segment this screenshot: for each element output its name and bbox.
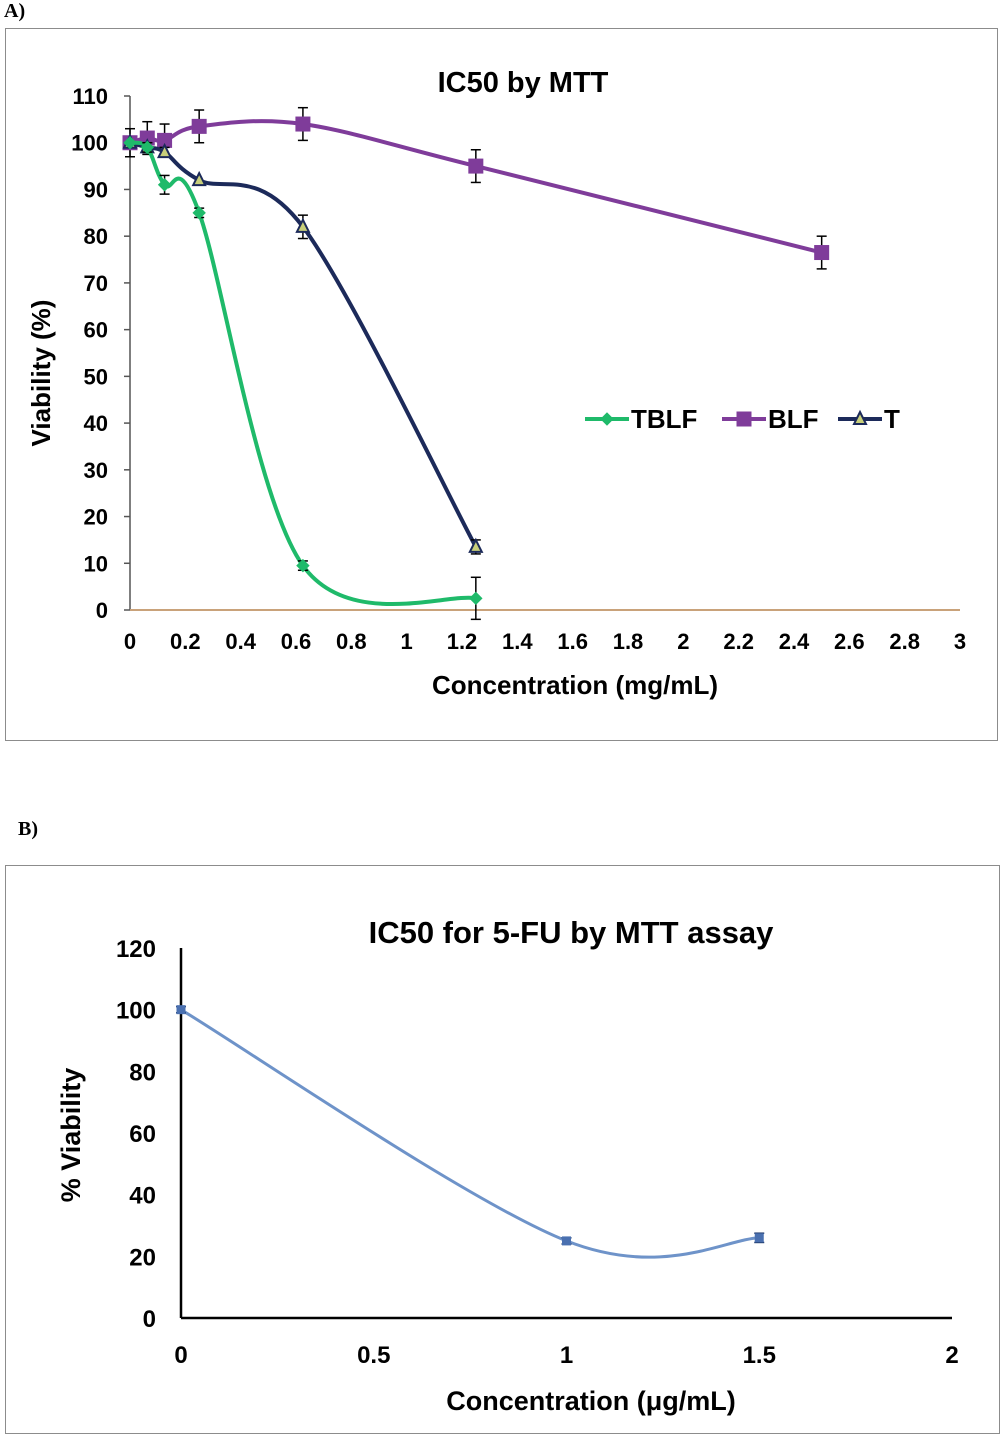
chart-a-y-tick-label: 100 bbox=[71, 131, 108, 156]
chart-a-point-tblf bbox=[123, 136, 137, 150]
chart-a-point-blf bbox=[814, 245, 830, 261]
chart-a-point-blf bbox=[191, 118, 207, 134]
chart-a-point-tblf bbox=[192, 206, 206, 220]
chart-a-point-t bbox=[468, 537, 484, 553]
chart-b-x-tick-label: 0 bbox=[174, 1342, 187, 1369]
chart-b-y-axis-label: % Viability bbox=[56, 1068, 86, 1203]
chart-a-x-tick-label: 1.6 bbox=[557, 629, 588, 654]
chart-b-x-tick-label: 1.5 bbox=[743, 1342, 776, 1369]
chart-a-x-tick-label: 0 bbox=[124, 629, 136, 654]
chart-a-legend-marker-t bbox=[852, 409, 868, 425]
chart-a-x-tick-label: 3 bbox=[954, 629, 966, 654]
chart-b-x-tick-label: 2 bbox=[945, 1342, 958, 1369]
chart-a-point-tblf bbox=[296, 558, 310, 573]
chart-b-title: IC50 for 5-FU by MTT assay bbox=[369, 915, 775, 950]
chart-a-series-line-t bbox=[129, 140, 478, 548]
chart-a-x-tick-label: 0.2 bbox=[170, 629, 201, 654]
chart-a-y-tick-label: 90 bbox=[84, 177, 108, 202]
chart-a-x-axis-label: Concentration (mg/mL) bbox=[432, 670, 718, 700]
chart-a-y-tick-label: 110 bbox=[73, 84, 109, 109]
chart-b-y-tick-label: 40 bbox=[129, 1183, 156, 1210]
chart-a-x-tick-label: 2.8 bbox=[889, 629, 920, 654]
chart-a-point-blf bbox=[295, 116, 311, 132]
chart-a-x-tick-label: 2 bbox=[677, 629, 689, 654]
chart-a-x-tick-label: 1.2 bbox=[447, 629, 478, 654]
chart-a-point-blf bbox=[468, 158, 484, 174]
chart-b-x-tick-label: 1 bbox=[560, 1342, 573, 1369]
chart-b-x-tick-label: 0.5 bbox=[357, 1342, 390, 1369]
chart-b-y-tick-label: 100 bbox=[116, 998, 156, 1025]
chart-b-series-line bbox=[180, 1008, 760, 1259]
chart-a-y-tick-label: 10 bbox=[84, 551, 108, 576]
chart-a-title: IC50 by MTT bbox=[438, 67, 609, 99]
chart-b-y-tick-label: 0 bbox=[143, 1306, 156, 1333]
chart-a-x-tick-label: 1.4 bbox=[502, 629, 533, 654]
chart-a-x-tick-label: 1 bbox=[401, 629, 413, 654]
chart-a-y-tick-label: 30 bbox=[84, 458, 108, 483]
chart-a-point-tblf bbox=[157, 178, 172, 192]
chart-a-point-t bbox=[156, 142, 173, 159]
chart-a-y-tick-label: 40 bbox=[84, 411, 108, 436]
chart-a-x-tick-label: 2.6 bbox=[834, 629, 865, 654]
chart-a-x-tick-label: 2.4 bbox=[779, 629, 810, 654]
chart-a-x-tick-label: 0.4 bbox=[225, 629, 256, 654]
chart-a-x-tick-label: 0.6 bbox=[281, 629, 312, 654]
chart-a-y-tick-label: 60 bbox=[84, 318, 108, 343]
chart-a-series-line-tblf bbox=[129, 140, 477, 607]
chart-a-series-line-blf bbox=[129, 119, 823, 255]
chart-b-y-tick-label: 20 bbox=[129, 1244, 156, 1271]
chart-a-point-tblf bbox=[469, 591, 483, 606]
chart-b-point bbox=[754, 1233, 764, 1243]
chart-a-point-tblf bbox=[140, 140, 154, 155]
panel-a-label: A) bbox=[4, 0, 26, 22]
chart-b-point bbox=[562, 1236, 571, 1246]
chart-a-legend-marker-tblf bbox=[600, 412, 614, 426]
chart-a-y-tick-label: 80 bbox=[84, 224, 108, 249]
chart-b-point bbox=[176, 1005, 186, 1015]
chart-b-y-tick-label: 80 bbox=[129, 1059, 156, 1086]
chart-a-x-tick-label: 0.8 bbox=[336, 629, 367, 654]
chart-b-y-tick-label: 120 bbox=[116, 936, 156, 963]
chart-a-x-tick-label: 1.8 bbox=[613, 629, 644, 654]
chart-a-legend-label-blf: BLF bbox=[768, 404, 819, 434]
chart-a-y-tick-label: 20 bbox=[84, 505, 108, 530]
chart-a-x-tick-label: 2.2 bbox=[723, 629, 754, 654]
chart-b-y-tick-label: 60 bbox=[129, 1121, 156, 1148]
chart-a-y-tick-label: 0 bbox=[96, 598, 108, 623]
chart-a-y-axis-label: Viability (%) bbox=[26, 300, 56, 447]
chart-b-x-axis-label: Concentration (μg/mL) bbox=[446, 1386, 736, 1416]
chart-a-point-t bbox=[295, 217, 311, 233]
panel-b-label: B) bbox=[18, 818, 38, 840]
chart-a-legend-marker-blf bbox=[736, 411, 752, 427]
chart-a-y-tick-label: 50 bbox=[84, 364, 108, 389]
chart-a-y-tick-label: 70 bbox=[84, 271, 108, 296]
chart-a-point-t bbox=[191, 170, 207, 187]
chart-a-legend-label-t: T bbox=[884, 404, 900, 434]
chart-a-legend-label-tblf: TBLF bbox=[631, 404, 697, 434]
